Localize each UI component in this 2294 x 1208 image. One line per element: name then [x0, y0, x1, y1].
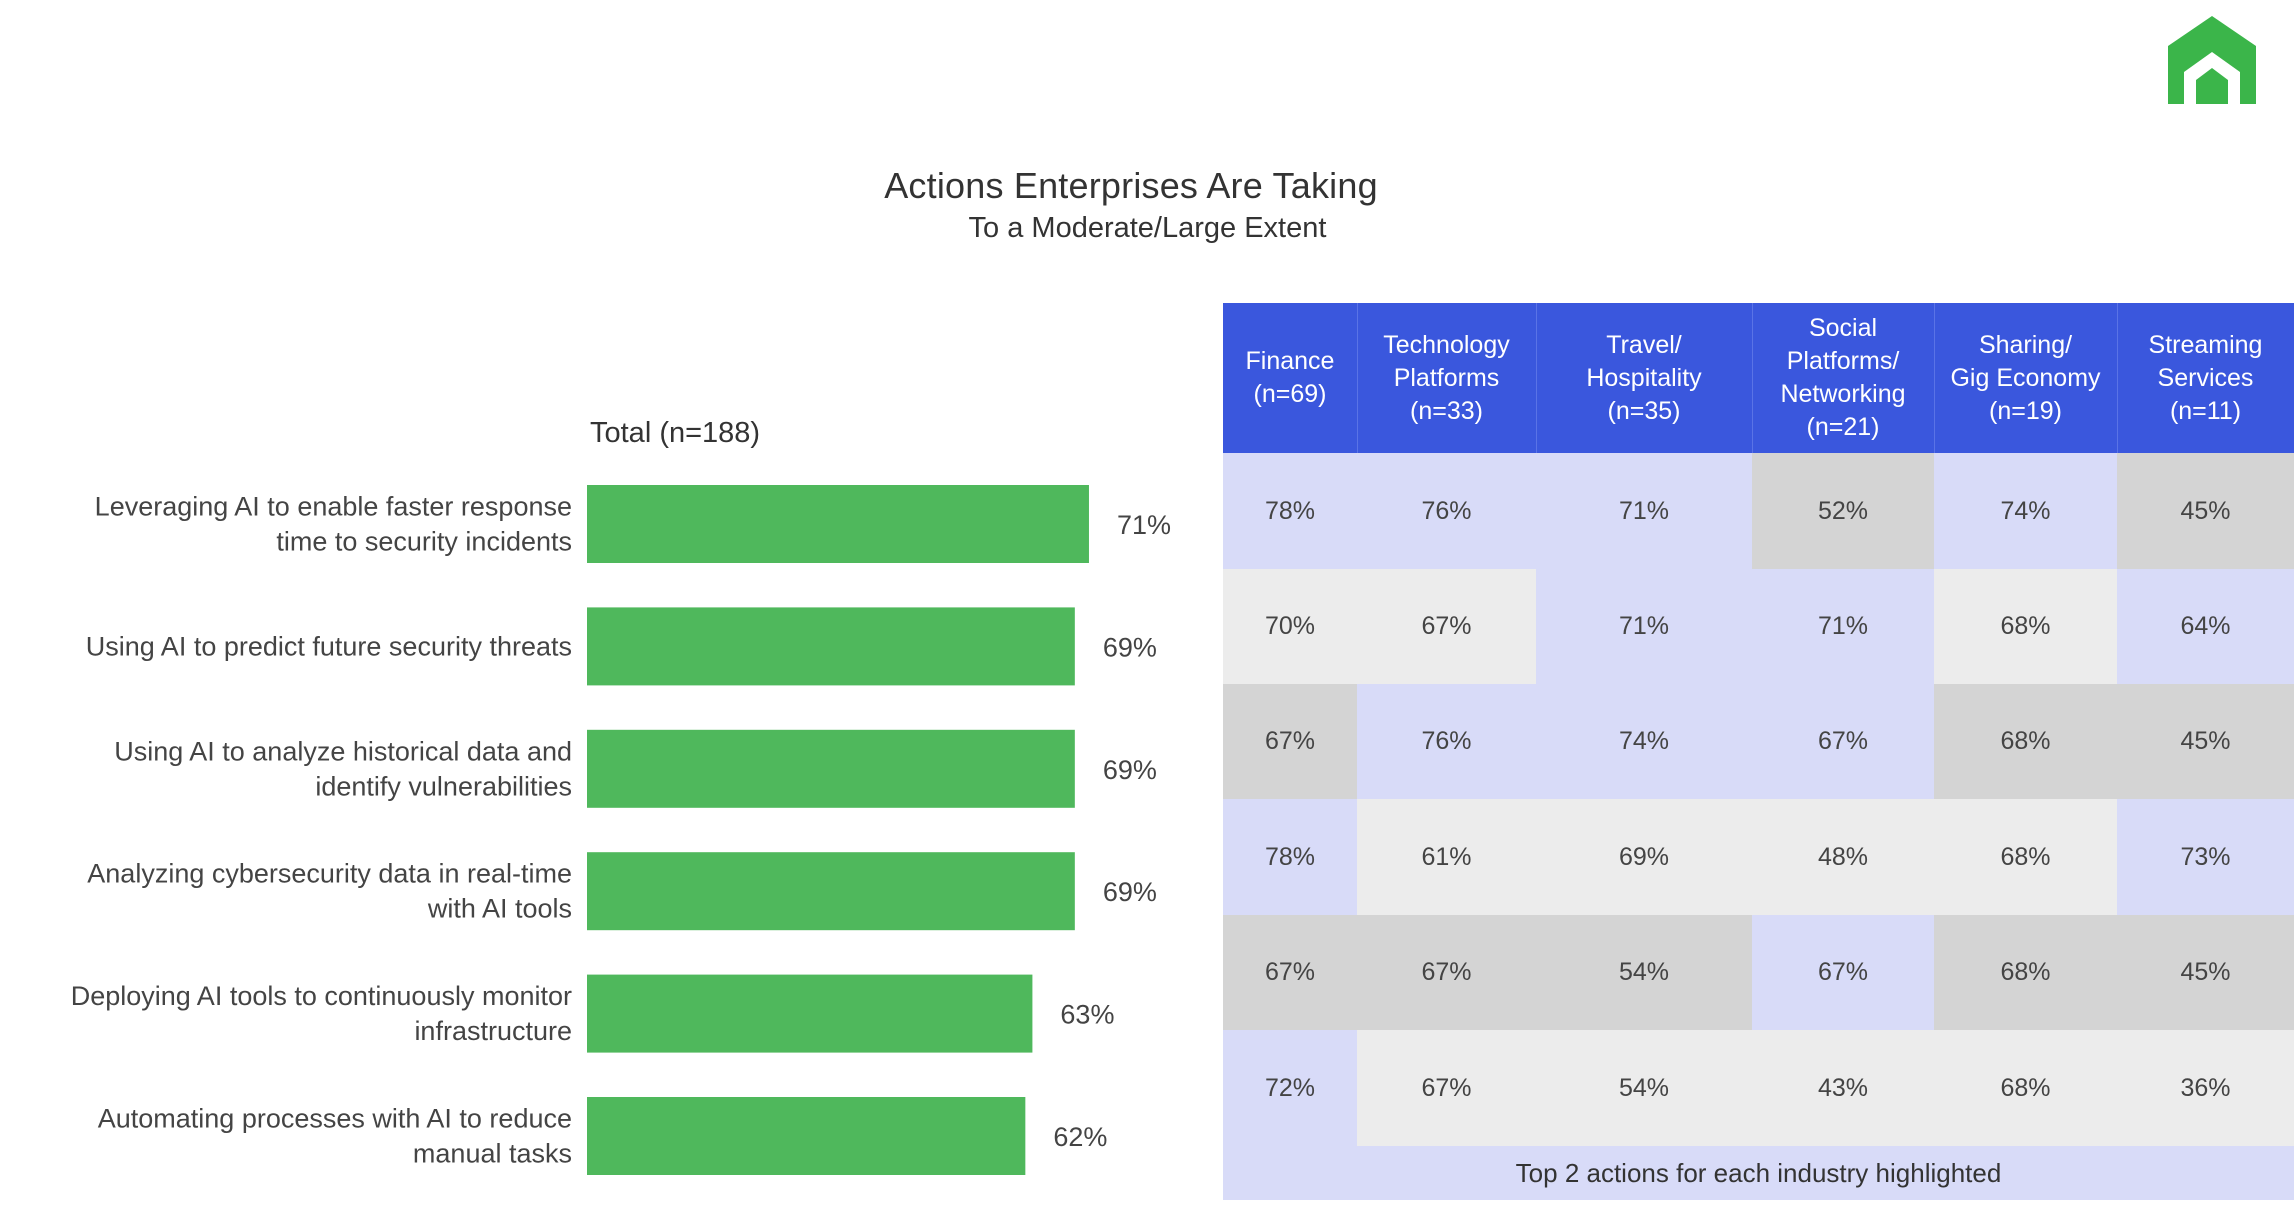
table-cell-r6-c5: 68%	[1934, 1030, 2117, 1146]
table-cell-r2-c5: 68%	[1934, 569, 2117, 684]
bar-value-label-3: 69%	[1103, 755, 1157, 785]
bar-value-label-6: 62%	[1053, 1122, 1107, 1152]
table-cell-r4-c6: 73%	[2117, 799, 2294, 915]
category-label-2: Using AI to predict future security thre…	[86, 631, 572, 661]
table-cell-r4-c1: 78%	[1223, 799, 1357, 915]
bar-value-label-5: 63%	[1060, 1000, 1114, 1030]
table-cell-r1-c2: 76%	[1357, 453, 1536, 569]
table-cell-r4-c4: 48%	[1752, 799, 1934, 915]
bar-6	[587, 1097, 1026, 1175]
table-cell-r6-c3: 54%	[1536, 1030, 1752, 1146]
category-label-5: Deploying AI tools to continuously monit…	[71, 981, 572, 1046]
column-divider	[2117, 303, 2118, 453]
category-label-6: Automating processes with AI to reduce ma…	[98, 1104, 572, 1169]
table-cell-r5-c1: 67%	[1223, 915, 1357, 1030]
table-cell-r2-c4: 71%	[1752, 569, 1934, 684]
column-header-3: Travel/ Hospitality (n=35)	[1586, 330, 1702, 425]
table-cell-r6-c4: 43%	[1752, 1030, 1934, 1146]
bar-value-label-1: 71%	[1117, 510, 1171, 540]
table-cell-r4-c3: 69%	[1536, 799, 1752, 915]
table-cell-r5-c3: 54%	[1536, 915, 1752, 1030]
bar-1	[587, 485, 1089, 563]
chart-title: Actions Enterprises Are Taking	[884, 165, 1378, 206]
brand-logo	[2168, 16, 2256, 104]
table-cell-r2-c1: 70%	[1223, 569, 1357, 684]
table-cell-r3-c3: 74%	[1536, 684, 1752, 799]
table-cell-r3-c2: 76%	[1357, 684, 1536, 799]
table-cell-r3-c6: 45%	[2117, 684, 2294, 799]
bar-chart: 71% Leveraging AI to enable faster respon…	[71, 485, 1171, 1175]
column-header-4: Social Platforms/ Networking (n=21)	[1780, 314, 1906, 441]
table-cell-r3-c5: 68%	[1934, 684, 2117, 799]
category-label-4: Analyzing cybersecurity data in real-tim…	[87, 859, 572, 924]
bar-value-label-4: 69%	[1103, 877, 1157, 907]
table-cell-r6-c2: 67%	[1357, 1030, 1536, 1146]
table-cell-r2-c6: 64%	[2117, 569, 2294, 684]
industry-table: Finance (n=69) Technology Platforms (n=33…	[1223, 303, 2294, 1200]
column-header-5: Sharing/ Gig Economy (n=19)	[1950, 330, 2101, 425]
table-cell-r4-c5: 68%	[1934, 799, 2117, 915]
table-cell-r5-c6: 45%	[2117, 915, 2294, 1030]
table-cell-r1-c1: 78%	[1223, 453, 1357, 569]
column-divider	[1357, 303, 1358, 453]
bar-4	[587, 852, 1075, 931]
category-label-3: Using AI to analyze historical data and i…	[114, 736, 572, 801]
column-divider	[1752, 303, 1753, 453]
bar-2	[587, 607, 1075, 686]
table-cell-r5-c5: 68%	[1934, 915, 2117, 1030]
table-cell-r2-c3: 71%	[1536, 569, 1752, 684]
table-cell-r2-c2: 67%	[1357, 569, 1536, 684]
category-label-1: Leveraging AI to enable faster response t…	[95, 492, 572, 557]
table-cell-r1-c4: 52%	[1752, 453, 1934, 569]
chart-subtitle: To a Moderate/Large Extent	[968, 212, 1327, 244]
table-cell-r1-c5: 74%	[1934, 453, 2117, 569]
table-cell-r1-c3: 71%	[1536, 453, 1752, 569]
table-footnote: Top 2 actions for each industry highligh…	[1223, 1146, 2294, 1200]
logo-shape	[2168, 16, 2256, 104]
column-header-2: Technology Platforms (n=33)	[1383, 330, 1510, 425]
column-header-1: Finance (n=69)	[1245, 347, 1335, 408]
bar-5	[587, 974, 1033, 1053]
table-cell-r5-c4: 67%	[1752, 915, 1934, 1030]
column-divider	[1934, 303, 1935, 453]
table-cell-r6-c1: 72%	[1223, 1030, 1357, 1146]
column-header-6: Streaming Services (n=11)	[2148, 330, 2263, 425]
table-cell-r3-c4: 67%	[1752, 684, 1934, 799]
table-cell-r4-c2: 61%	[1357, 799, 1536, 915]
bar-value-label-2: 69%	[1103, 632, 1157, 662]
table-cell-r3-c1: 67%	[1223, 684, 1357, 799]
column-divider	[1536, 303, 1537, 453]
series-label: Total (n=188)	[590, 417, 761, 449]
table-header: Finance (n=69) Technology Platforms (n=33…	[1223, 303, 2294, 453]
table-cell-r1-c6: 45%	[2117, 453, 2294, 569]
table-cell-r5-c2: 67%	[1357, 915, 1536, 1030]
table-cell-r6-c6: 36%	[2117, 1030, 2294, 1146]
bar-3	[587, 729, 1075, 808]
